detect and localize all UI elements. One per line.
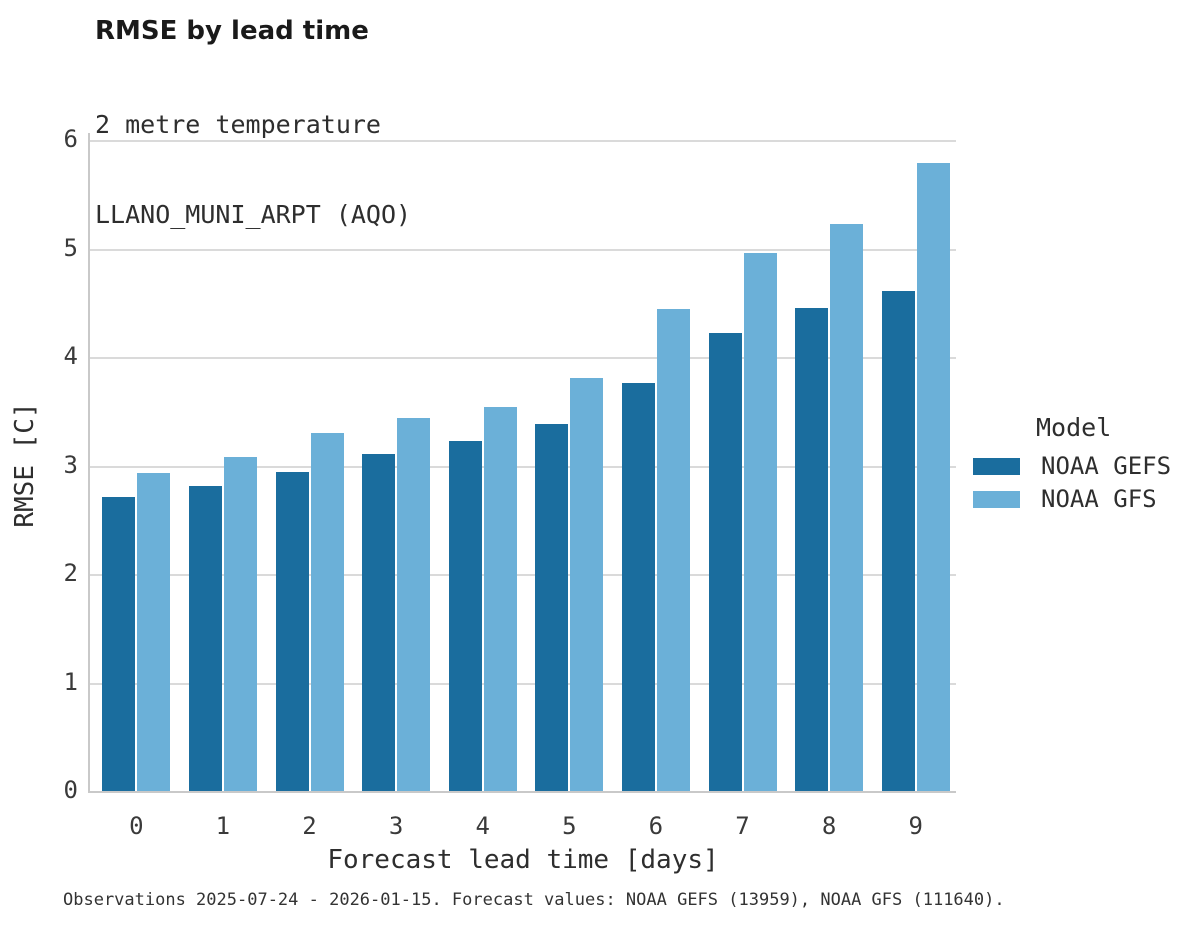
legend-swatch-icon (973, 490, 1020, 508)
x-tick-label-8: 8 (821, 812, 837, 840)
bar-noaa-gfs-lead-1 (223, 456, 257, 791)
x-tick-label-3: 3 (388, 812, 404, 840)
bar-noaa-gfs-lead-2 (310, 432, 344, 791)
bar-noaa-gefs-lead-2 (275, 472, 309, 791)
y-tick-label-2: 2 (63, 559, 78, 587)
bar-noaa-gfs-lead-4 (483, 406, 517, 791)
chart-title: RMSE by lead time (95, 16, 369, 46)
bar-noaa-gefs-lead-6 (621, 383, 655, 791)
legend-swatch-icon (973, 457, 1020, 475)
legend-item-noaa-gfs: NOAA GFS (973, 485, 1171, 513)
bar-noaa-gefs-lead-7 (708, 333, 742, 791)
legend-item-noaa-gefs: NOAA GEFS (973, 452, 1172, 480)
gridline-y-1 (90, 682, 956, 685)
y-tick-label-3: 3 (63, 450, 78, 479)
x-tick-label-7: 7 (735, 812, 750, 840)
bar-noaa-gfs-lead-6 (656, 309, 690, 791)
bar-noaa-gfs-lead-5 (570, 377, 604, 791)
legend: Model NOAA GEFS NOAA GFS (973, 413, 1171, 520)
x-axis-spine (88, 791, 956, 793)
chart-subtitle-line2: LLANO_MUNI_ARPT (AQO) (95, 200, 412, 229)
x-tick-label-0: 0 (129, 812, 144, 840)
x-tick-label-1: 1 (215, 812, 231, 840)
bar-noaa-gfs-lead-3 (397, 417, 431, 791)
x-axis-title: Forecast lead time [days] (327, 845, 719, 875)
footer-note: Observations 2025-07-24 - 2026-01-15. Fo… (63, 890, 1005, 910)
gridline-y-2 (90, 574, 956, 576)
legend-label: NOAA GEFS (1041, 452, 1172, 480)
y-tick-label-5: 5 (63, 233, 78, 262)
x-tick-label-4: 4 (475, 812, 490, 840)
gridline-y-3 (90, 465, 956, 468)
bar-noaa-gefs-lead-1 (188, 486, 222, 791)
x-tick-label-5: 5 (562, 812, 577, 840)
y-tick-label-6: 6 (63, 125, 78, 153)
bar-noaa-gefs-lead-9 (881, 290, 915, 791)
gridline-y-5 (90, 248, 956, 251)
y-axis-spine (88, 133, 90, 793)
bar-noaa-gefs-lead-3 (362, 453, 396, 791)
bar-noaa-gfs-lead-0 (137, 473, 171, 791)
x-tick-label-9: 9 (908, 812, 923, 840)
bar-noaa-gefs-lead-8 (795, 308, 829, 791)
y-tick-label-4: 4 (63, 342, 78, 370)
plot-area (90, 133, 956, 791)
bar-noaa-gfs-lead-9 (916, 162, 950, 791)
y-axis-title: RMSE [C] (10, 402, 40, 528)
legend-label: NOAA GFS (1041, 485, 1157, 513)
legend-items: NOAA GEFS NOAA GFS (973, 452, 1172, 513)
chart-subtitle: 2 metre temperature LLANO_MUNI_ARPT (AQO… (95, 50, 411, 290)
gridline-y-6 (90, 140, 956, 142)
bar-noaa-gefs-lead-0 (102, 496, 136, 791)
bar-noaa-gefs-lead-5 (535, 424, 569, 791)
chart-subtitle-line1: 2 metre temperature (95, 110, 381, 139)
y-tick-label-0: 0 (63, 776, 78, 804)
x-tick-label-2: 2 (302, 812, 317, 840)
bar-noaa-gfs-lead-7 (743, 252, 777, 791)
bar-noaa-gfs-lead-8 (830, 223, 864, 791)
gridline-y-4 (90, 357, 956, 359)
x-tick-label-6: 6 (648, 812, 664, 840)
legend-title: Model (1036, 413, 1112, 442)
bar-noaa-gefs-lead-4 (448, 440, 482, 791)
y-tick-label-1: 1 (63, 667, 78, 696)
